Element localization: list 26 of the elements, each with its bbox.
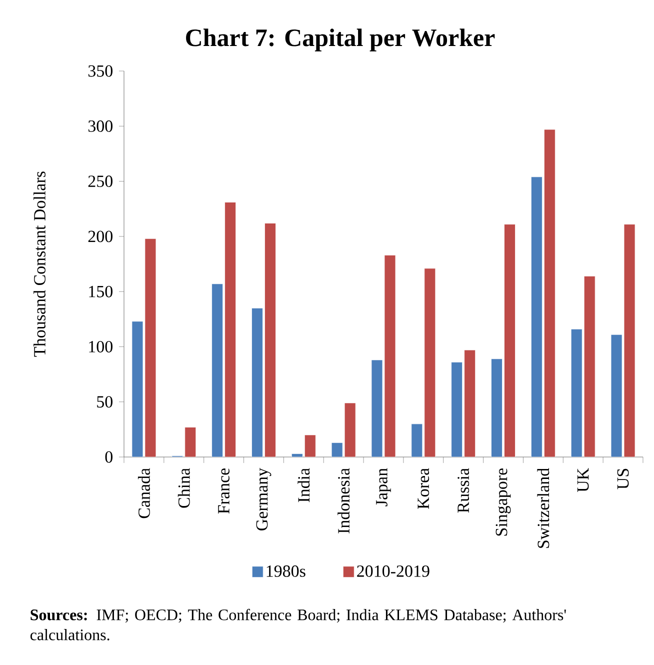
x-tick-label: Indonesia: [338, 468, 350, 534]
x-tick-label: France: [218, 468, 230, 514]
y-tick-label: 100: [89, 340, 112, 352]
x-tick-label: Russia: [458, 468, 470, 513]
x-tick-label: Japan: [376, 468, 391, 506]
y-axis-title: Thousand Constant Dollars: [34, 172, 46, 357]
legend-label: 2010-2019: [357, 565, 430, 577]
y-tick-label: 250: [88, 176, 112, 188]
x-tick-label: India: [298, 468, 310, 502]
chart-title: Chart 7: Capital per Worker: [186, 28, 495, 52]
y-tick-label: 50: [97, 396, 112, 408]
x-tick-label: Germany: [256, 468, 272, 530]
y-tick-label: 0: [105, 451, 112, 463]
x-tick-label: Switzerland: [537, 468, 550, 548]
text: Sources: IMF; OECD; The Conference Board; India KLEMS Database; Authors' calculations.: [30, 608, 566, 640]
x-tick-label: China: [178, 468, 190, 508]
legend-label: 1980s: [266, 565, 306, 577]
y-tick-label: 200: [88, 230, 112, 242]
x-tick-label: US: [617, 468, 629, 490]
x-tick-label: Canada: [138, 468, 150, 518]
y-tick-label: 150: [89, 286, 112, 298]
x-tick-label: Korea: [418, 468, 430, 509]
x-tick-label: UK: [577, 468, 589, 492]
x-tick-label: Singapore: [496, 468, 511, 536]
y-tick-label: 350: [88, 65, 112, 77]
y-tick-label: 300: [88, 120, 112, 132]
